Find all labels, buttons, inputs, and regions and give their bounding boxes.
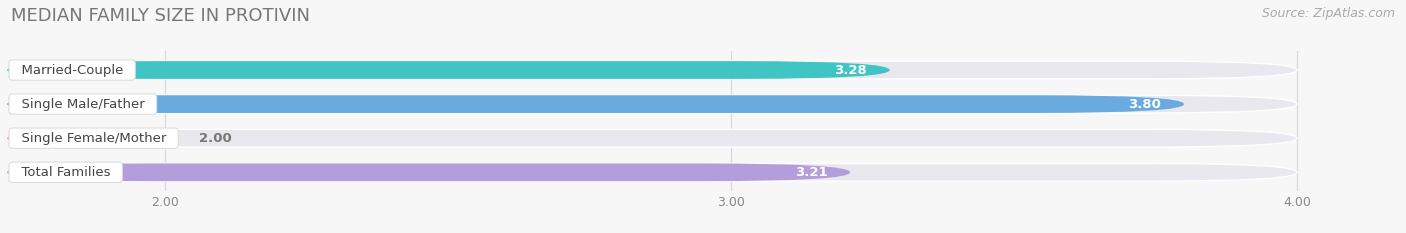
- Text: 3.80: 3.80: [1129, 98, 1161, 111]
- Text: Married-Couple: Married-Couple: [13, 64, 132, 76]
- Text: Single Male/Father: Single Male/Father: [13, 98, 153, 111]
- FancyBboxPatch shape: [7, 163, 1298, 181]
- FancyBboxPatch shape: [7, 95, 1298, 113]
- FancyBboxPatch shape: [7, 61, 890, 79]
- Text: 2.00: 2.00: [200, 132, 232, 145]
- FancyBboxPatch shape: [7, 95, 1184, 113]
- FancyBboxPatch shape: [7, 163, 851, 181]
- Text: Source: ZipAtlas.com: Source: ZipAtlas.com: [1261, 7, 1395, 20]
- FancyBboxPatch shape: [7, 129, 1298, 147]
- Text: Total Families: Total Families: [13, 166, 118, 179]
- Text: MEDIAN FAMILY SIZE IN PROTIVIN: MEDIAN FAMILY SIZE IN PROTIVIN: [11, 7, 311, 25]
- FancyBboxPatch shape: [7, 61, 1298, 79]
- Text: Single Female/Mother: Single Female/Mother: [13, 132, 174, 145]
- FancyBboxPatch shape: [7, 129, 166, 147]
- Text: 3.28: 3.28: [834, 64, 868, 76]
- Text: 3.21: 3.21: [794, 166, 828, 179]
